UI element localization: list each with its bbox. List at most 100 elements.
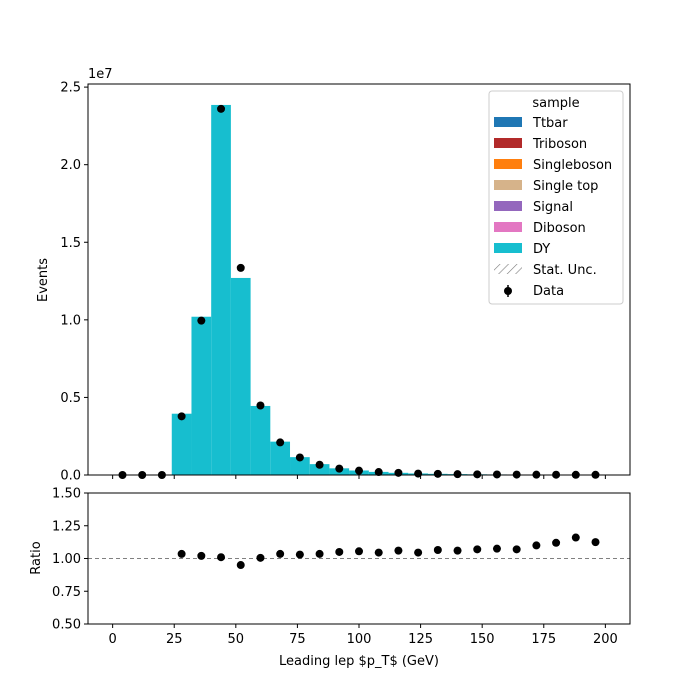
ratio-y-tick-label: 1.50 (52, 487, 81, 502)
bar-dy-10 (309, 464, 330, 475)
x-tick-label: 200 (593, 632, 618, 647)
legend-label: Diboson (533, 221, 586, 236)
legend-label: Signal (533, 200, 573, 215)
bar-dy-8 (270, 441, 291, 475)
data-point (355, 466, 363, 475)
ratio-y-ticks: 0.50 0.75 1.00 1.25 1.50 (52, 487, 88, 633)
ratio-point (571, 533, 580, 542)
ratio-point (295, 550, 304, 559)
main-y-ticks: 0.0 0.5 1.0 1.5 2.0 2.5 (60, 81, 88, 484)
bar-dy-6 (230, 277, 251, 475)
ratio-point (552, 538, 561, 547)
ratio-point (335, 547, 344, 556)
data-point (492, 470, 501, 479)
data-point (374, 468, 383, 477)
ratio-point (276, 549, 285, 558)
bar-dy-5 (211, 104, 231, 476)
data-point (276, 438, 285, 447)
legend-label: Singleboson (533, 158, 612, 173)
ratio-points (177, 533, 600, 570)
ratio-point (433, 545, 442, 554)
ratio-plot-frame (87, 492, 631, 625)
main-y-axis-title: Events (36, 258, 51, 302)
ratio-y-tick-label: 0.50 (52, 618, 81, 633)
legend-label: Ttbar (532, 116, 568, 131)
data-point (197, 316, 206, 325)
legend-swatch-singleboson (494, 159, 522, 169)
legend-label: Triboson (532, 137, 587, 152)
data-point (177, 412, 186, 421)
ratio-y-tick-label: 0.75 (52, 585, 81, 600)
x-tick-label: 25 (166, 632, 183, 647)
ratio-point (591, 538, 600, 547)
y-tick-label: 0.0 (60, 469, 81, 484)
data-point (453, 470, 462, 479)
ratio-x-ticks: 0 25 50 75 100 125 150 175 200 (108, 624, 618, 647)
ratio-point (453, 546, 462, 555)
ratio-point (532, 541, 541, 550)
legend-label: Data (533, 284, 564, 299)
x-tick-label: 175 (531, 632, 556, 647)
main-x-ticks (112, 475, 606, 479)
data-point (335, 464, 344, 473)
y-tick-label: 1.5 (60, 236, 81, 251)
bar-dy-7 (250, 405, 271, 475)
y-tick-label: 2.0 (60, 158, 81, 173)
legend-swatch-single-top (494, 180, 522, 190)
ratio-point (414, 548, 423, 557)
data-point (217, 104, 226, 113)
x-axis-title: Leading lep $p_T$ (GeV) (279, 654, 439, 669)
data-point (236, 263, 245, 272)
data-point (473, 470, 482, 479)
legend-title: sample (532, 96, 579, 111)
x-tick-label: 50 (228, 632, 245, 647)
x-tick-label: 100 (347, 632, 372, 647)
ratio-point (394, 546, 403, 555)
main-data-points (118, 104, 600, 479)
y-tick-label: 1.0 (60, 313, 81, 328)
legend-swatch-diboson (494, 222, 522, 232)
ratio-point (512, 545, 521, 554)
ratio-point (473, 545, 482, 554)
x-tick-label: 125 (408, 632, 433, 647)
legend: sample Ttbar Triboson Singleboson Single to… (488, 90, 624, 305)
y-tick-label: 2.5 (60, 81, 81, 96)
y-exponent-label: 1e7 (88, 67, 113, 82)
legend-label: DY (533, 242, 550, 257)
legend-data-marker (504, 287, 512, 295)
legend-swatch-ttbar (494, 117, 522, 127)
ratio-point (315, 549, 324, 558)
legend-label: Stat. Unc. (533, 263, 597, 278)
bar-dy-3 (171, 413, 192, 475)
data-point (433, 469, 442, 478)
ratio-point (256, 553, 265, 562)
legend-box (488, 90, 624, 305)
legend-items: Ttbar Triboson Singleboson Single top Signal… (494, 116, 612, 299)
ratio-point (177, 549, 186, 558)
data-point (295, 453, 304, 462)
ratio-point (236, 561, 245, 570)
legend-swatch-triboson (494, 138, 522, 148)
ratio-point (217, 553, 226, 562)
data-point (315, 460, 324, 469)
bar-dy-4 (191, 316, 212, 475)
x-tick-label: 0 (108, 632, 116, 647)
ratio-point (492, 544, 501, 553)
ratio-point (374, 548, 383, 557)
legend-label: Single top (533, 179, 598, 194)
ratio-y-tick-label: 1.25 (52, 519, 81, 534)
ratio-y-tick-label: 1.00 (52, 552, 81, 567)
legend-swatch-signal (494, 201, 522, 211)
data-point (394, 468, 403, 477)
ratio-point (355, 547, 363, 556)
main-panel: 0.0 0.5 1.0 1.5 2.0 2.5 1e7 Events sample Ttb… (36, 67, 631, 484)
data-point (256, 401, 265, 410)
ratio-y-axis-title: Ratio (29, 541, 44, 574)
ratio-point (197, 551, 206, 560)
y-tick-label: 0.5 (60, 391, 81, 406)
ratio-panel: 0.50 0.75 1.00 1.25 1.50 0 25 50 75 100 125 150 175… (29, 487, 631, 669)
legend-swatch-dy (494, 243, 522, 253)
x-tick-label: 150 (470, 632, 495, 647)
bar-dy-9 (290, 457, 310, 475)
